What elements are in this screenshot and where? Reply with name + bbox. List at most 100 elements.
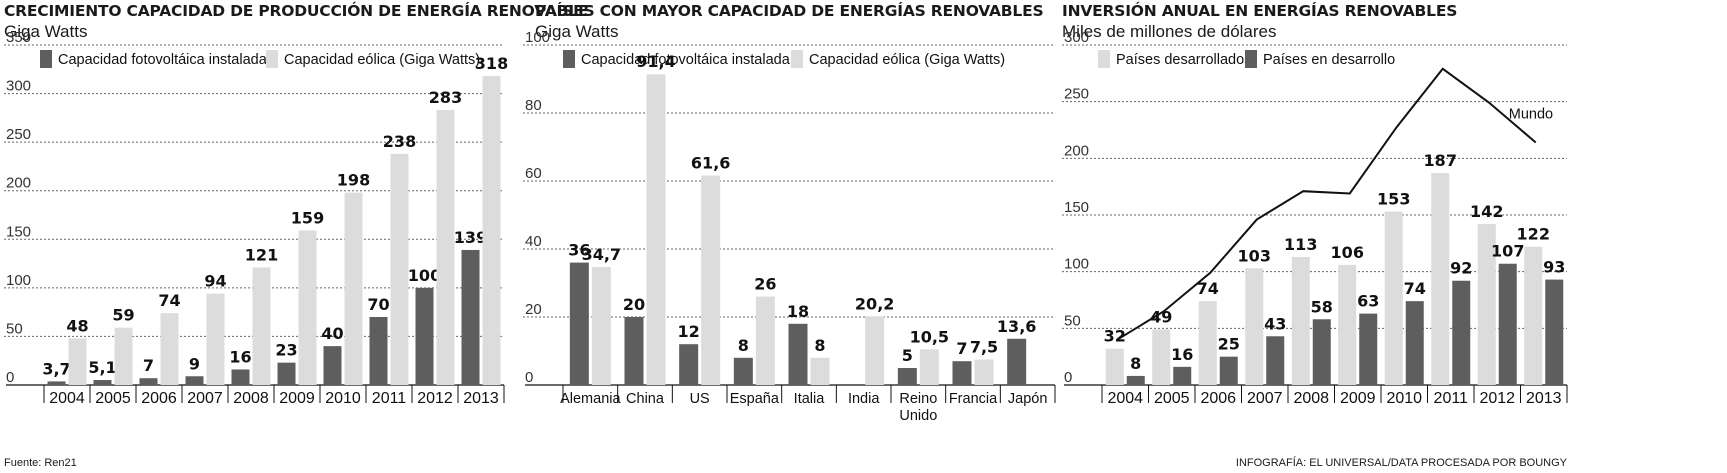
bar [569, 262, 589, 385]
x-tick-label: 2007 [187, 390, 223, 407]
chart-subtitle: Giga Watts [535, 22, 619, 41]
data-label: 318 [475, 54, 508, 73]
legend-label: Capacidad fotovoltáica instalada [581, 52, 791, 68]
data-label: 70 [367, 295, 389, 314]
bar [369, 317, 388, 385]
y-tick-label: 0 [1064, 369, 1072, 386]
data-label: 40 [321, 324, 343, 343]
bar [252, 267, 271, 385]
chart-title: INVERSIÓN ANUAL EN ENERGÍAS RENOVABLES [1062, 2, 1458, 20]
y-tick-label: 200 [1064, 142, 1089, 159]
bar [160, 313, 179, 385]
data-label: 94 [204, 272, 226, 291]
bar [952, 361, 972, 385]
bar [1338, 264, 1357, 385]
data-label: 20 [623, 295, 645, 314]
legend-label: Capacidad eólica (Giga Watts) [284, 52, 480, 68]
data-label: 5,1 [88, 358, 116, 377]
x-tick-label: 2013 [1526, 390, 1562, 407]
line-series-mundo [1116, 67, 1537, 341]
data-label: 61,6 [691, 154, 730, 173]
x-tick-label: 2009 [1340, 390, 1376, 407]
x-tick-label: Japón [1008, 391, 1048, 407]
y-tick-label: 50 [6, 320, 23, 337]
x-tick-label: 2008 [233, 390, 269, 407]
data-label: 7 [143, 356, 154, 375]
x-tick-label: Francia [949, 391, 998, 407]
x-tick-label: 2004 [1107, 390, 1143, 407]
bar [1198, 301, 1217, 385]
y-tick-label: 80 [525, 97, 542, 114]
legend-label: Países en desarrollo [1263, 52, 1395, 68]
bar [93, 380, 112, 385]
bar [277, 362, 296, 385]
chart-title: CRECIMIENTO CAPACIDAD DE PRODUCCIÓN DE E… [4, 2, 589, 20]
data-label: 107 [1491, 242, 1524, 261]
data-label: 74 [158, 291, 180, 310]
data-label: 142 [1470, 202, 1503, 221]
bar [1152, 329, 1171, 385]
line-label: Mundo [1509, 106, 1553, 122]
data-label: 26 [754, 275, 776, 294]
x-tick-label: 2006 [1200, 390, 1236, 407]
bar [114, 327, 133, 385]
credit-note: INFOGRAFÍA: EL UNIVERSAL/DATA PROCESADA … [1235, 457, 1567, 469]
y-tick-label: 50 [1064, 312, 1081, 329]
bar [1498, 263, 1517, 385]
chart-subtitle: Miles de millones de dólares [1062, 22, 1277, 41]
chart-panel-countries: PAÍSES CON MAYOR CAPACIDAD DE ENERGÍAS R… [523, 0, 1080, 473]
bar [1452, 280, 1471, 385]
bar [1405, 301, 1424, 385]
x-tick-label: 2012 [1479, 390, 1515, 407]
data-label: 10,5 [910, 327, 949, 346]
data-label: 113 [1284, 235, 1317, 254]
y-tick-label: 40 [525, 233, 542, 250]
x-tick-label: 2010 [325, 390, 361, 407]
bar [139, 378, 158, 385]
bar [1384, 211, 1403, 385]
data-label: 159 [291, 209, 324, 228]
x-tick-label: 2013 [463, 390, 499, 407]
data-label: 18 [787, 302, 809, 321]
legend-swatch [1098, 50, 1110, 68]
data-label: 7 [956, 339, 967, 358]
legend-swatch [40, 50, 52, 68]
data-label: 121 [245, 245, 278, 264]
bar [1359, 313, 1378, 385]
bar [298, 230, 317, 385]
y-tick-label: 350 [6, 29, 31, 46]
bar [482, 76, 501, 385]
bar [624, 317, 644, 385]
bar [865, 316, 885, 385]
chart-subtitle: Giga Watts [4, 22, 88, 41]
data-label: 63 [1357, 292, 1379, 311]
bar [323, 346, 342, 385]
chart-title: PAÍSES CON MAYOR CAPACIDAD DE ENERGÍAS R… [535, 2, 1044, 20]
bar [788, 323, 808, 385]
data-label: 74 [1197, 279, 1219, 298]
bar [390, 153, 409, 385]
bar [810, 357, 830, 385]
data-label: 20,2 [855, 294, 894, 313]
data-label: 9 [189, 354, 200, 373]
x-tick-label: 2004 [49, 390, 85, 407]
bar [1477, 224, 1496, 385]
y-tick-label: 20 [525, 301, 542, 318]
x-tick-label: India [848, 391, 880, 407]
data-label: 32 [1104, 327, 1126, 346]
legend-label: Capacidad fotovoltáica instalada [58, 52, 268, 68]
bar [185, 376, 204, 385]
y-tick-label: 300 [1064, 29, 1089, 46]
bar [231, 369, 250, 385]
data-label: 12 [678, 322, 700, 341]
data-label: 8 [814, 336, 825, 355]
data-label: 93 [1543, 258, 1565, 277]
bar [1545, 279, 1564, 385]
bar [1291, 256, 1310, 385]
bar [461, 249, 480, 385]
data-label: 283 [429, 88, 462, 107]
y-tick-label: 100 [6, 272, 31, 289]
bar [68, 338, 87, 385]
bar [1266, 336, 1285, 385]
bar [1007, 338, 1027, 385]
